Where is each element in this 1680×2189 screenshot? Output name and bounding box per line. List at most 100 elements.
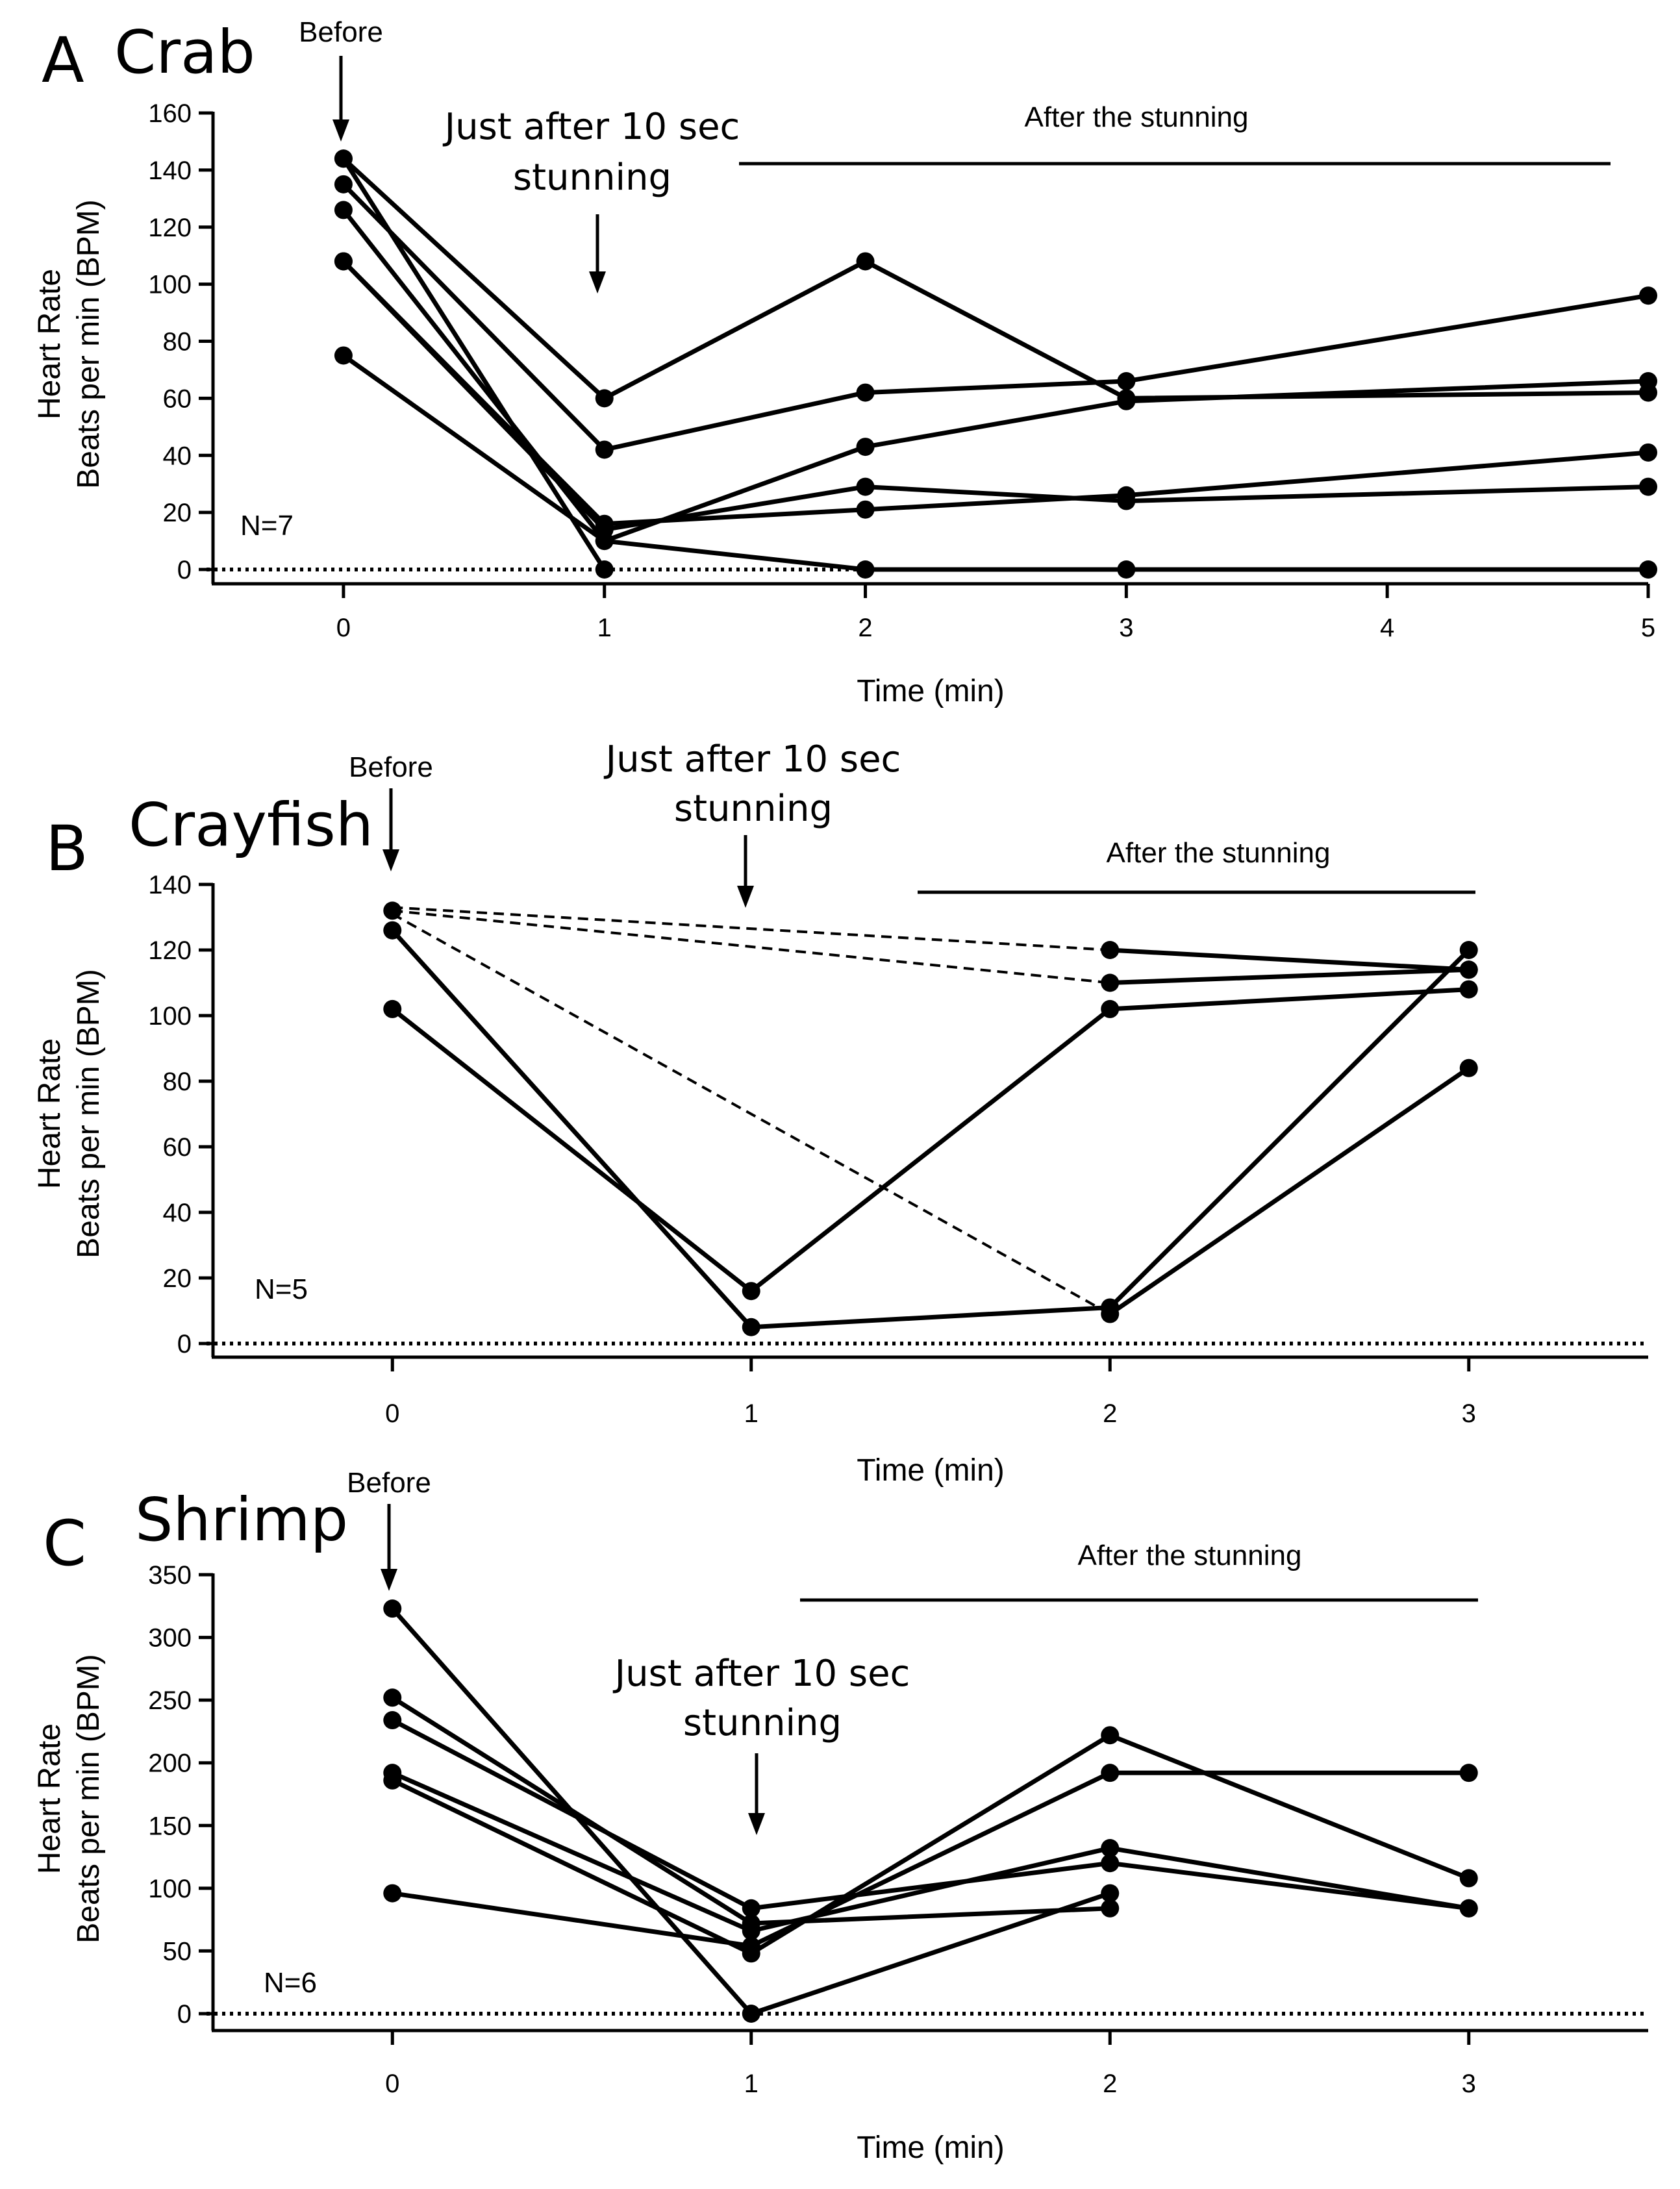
data-point	[856, 383, 875, 402]
stun-label-line1: Just after 10 sec	[613, 1653, 910, 1695]
stun-arrow	[748, 1753, 765, 1835]
data-point	[742, 1921, 760, 1940]
data-point	[595, 440, 614, 459]
data-point	[856, 500, 875, 519]
stun-label-line2: stunning	[683, 1702, 842, 1744]
data-point	[1117, 560, 1136, 579]
panel-letter: B	[45, 812, 88, 885]
panel-shrimp: 0 50 100 150 200 250 300 350 0 1 2 3 Time (min) Heart…	[32, 1467, 1648, 2165]
data-point	[1101, 941, 1120, 959]
panel-title: Crab	[114, 18, 255, 87]
data-point	[856, 560, 875, 579]
n-label: N=6	[264, 1967, 317, 1999]
series-line	[392, 1770, 1469, 1949]
data-point	[383, 1688, 402, 1707]
y-axis-label-line1: Heart Rate	[32, 1038, 67, 1189]
data-point	[1101, 1854, 1120, 1873]
data-point	[742, 1318, 760, 1336]
data-point	[1117, 392, 1136, 410]
data-point	[1101, 973, 1120, 992]
series-line	[390, 929, 1471, 1330]
series-line	[341, 157, 607, 571]
series-line	[1110, 947, 1469, 972]
data-point	[856, 252, 875, 271]
x-tick-label: 5	[1641, 614, 1655, 642]
x-tick-label: 1	[744, 1399, 759, 1428]
data-point	[1117, 372, 1136, 391]
x-axis-label: Time (min)	[857, 1453, 1005, 1488]
y-tick-label: 0	[177, 556, 192, 584]
data-point	[334, 149, 353, 168]
data-point	[1101, 1726, 1120, 1745]
stun-label-line2: stunning	[513, 156, 671, 199]
before-arrow	[332, 56, 349, 142]
data-point	[383, 1884, 402, 1903]
y-tick-label: 160	[148, 99, 192, 128]
x-tick-label: 2	[1103, 2070, 1117, 2098]
panel-letter: A	[42, 24, 84, 97]
series-line	[1110, 967, 1469, 985]
y-tick-label: 200	[148, 1749, 192, 1778]
x-tick-label: 1	[744, 2070, 759, 2098]
y-tick-label: 40	[163, 442, 192, 470]
before-arrow	[382, 788, 399, 871]
x-tick-label: 3	[1462, 1399, 1476, 1428]
y-axis-label-line2: Beats per min (BPM)	[71, 969, 106, 1258]
y-tick-label: 300	[148, 1624, 192, 1653]
data-point	[1101, 1884, 1120, 1903]
series-line	[342, 182, 1649, 452]
stun-arrow	[737, 835, 754, 908]
data-point	[334, 201, 353, 219]
data-point	[334, 346, 353, 365]
data-point	[1459, 1058, 1478, 1077]
data-point	[1101, 999, 1120, 1018]
data-point	[334, 252, 353, 271]
y-tick-label: 20	[163, 499, 192, 527]
y-axis-label-line1: Heart Rate	[32, 1723, 67, 1874]
data-point	[1639, 477, 1657, 496]
data-point	[742, 1936, 760, 1955]
x-tick-label: 4	[1380, 614, 1394, 642]
after-stunning-label: After the stunning	[1107, 837, 1331, 869]
data-point	[1101, 1305, 1120, 1323]
data-point	[1117, 492, 1136, 510]
x-tick-label: 3	[1119, 614, 1133, 642]
y-axis-label-line2: Beats per min (BPM)	[71, 199, 106, 488]
y-tick-label: 120	[148, 936, 192, 965]
before-label: Before	[349, 751, 433, 783]
dashed-series-line	[392, 909, 1110, 984]
y-tick-label: 250	[148, 1686, 192, 1715]
y-tick-label: 100	[148, 1002, 192, 1031]
y-axis-label-line2: Beats per min (BPM)	[71, 1654, 106, 1943]
data-point	[1459, 1899, 1478, 1918]
before-label: Before	[347, 1467, 431, 1499]
dashed-series-line	[392, 912, 1111, 1316]
series-line	[391, 1770, 1470, 1934]
data-point	[1459, 941, 1478, 959]
y-tick-label: 100	[148, 1875, 192, 1903]
x-tick-label: 3	[1462, 2070, 1476, 2098]
x-tick-label: 0	[336, 614, 351, 642]
panel-letter: C	[43, 1507, 86, 1580]
y-tick-label: 350	[148, 1561, 192, 1590]
y-tick-label: 50	[163, 1937, 192, 1966]
data-point	[1639, 286, 1657, 305]
data-point	[1639, 372, 1657, 391]
y-tick-label: 0	[177, 2000, 192, 2029]
stun-label-line1: Just after 10 sec	[604, 738, 901, 781]
y-tick-label: 0	[177, 1330, 192, 1358]
data-point	[1639, 443, 1657, 462]
stun-arrow-head	[589, 271, 606, 294]
data-point	[742, 2005, 760, 2023]
y-tick-label: 120	[148, 214, 192, 242]
after-stunning-label: After the stunning	[1025, 101, 1249, 133]
series-line	[1109, 1066, 1470, 1316]
y-tick-label: 60	[163, 1133, 192, 1162]
data-point	[856, 477, 875, 496]
panel-title: Crayfish	[129, 790, 373, 860]
data-point	[1459, 1764, 1478, 1782]
before-arrow-head	[332, 119, 349, 142]
y-tick-label: 100	[148, 271, 192, 299]
y-tick-label: 80	[163, 1068, 192, 1096]
